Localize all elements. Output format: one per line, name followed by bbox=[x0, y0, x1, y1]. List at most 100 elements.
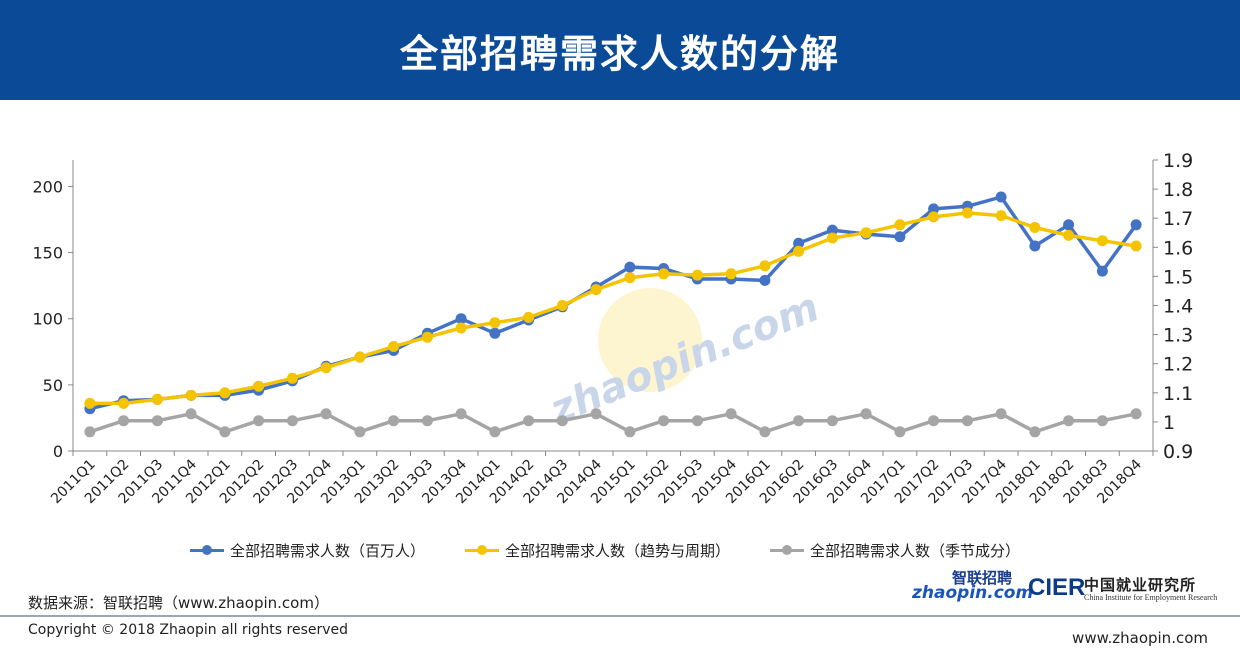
cier-logo-mark: CIER bbox=[1028, 574, 1086, 601]
y-right-tick-label: 1.1 bbox=[1163, 383, 1193, 405]
data-point-total bbox=[624, 261, 636, 273]
data-point-seasonal bbox=[860, 408, 872, 420]
legend-swatch-trend bbox=[465, 544, 500, 556]
data-point-trend bbox=[691, 269, 703, 281]
data-point-seasonal bbox=[219, 426, 231, 438]
data-point-total bbox=[1063, 219, 1075, 231]
data-point-seasonal bbox=[320, 408, 332, 420]
data-point-seasonal bbox=[894, 426, 906, 438]
data-point-trend bbox=[759, 260, 771, 272]
data-point-trend bbox=[320, 362, 332, 374]
zhaopin-logo-cn: 智联招聘 bbox=[952, 569, 1013, 587]
data-point-trend bbox=[860, 227, 872, 239]
data-point-trend bbox=[421, 331, 433, 343]
data-point-seasonal bbox=[590, 408, 602, 420]
data-point-seasonal bbox=[118, 415, 130, 427]
y-left-tick-label: 50 bbox=[43, 376, 63, 395]
data-point-total bbox=[995, 191, 1007, 203]
data-point-trend bbox=[1063, 229, 1075, 241]
data-point-total bbox=[793, 237, 805, 249]
data-point-trend bbox=[354, 351, 366, 363]
y-right-tick-label: 1.7 bbox=[1163, 208, 1193, 230]
data-point-seasonal bbox=[793, 415, 805, 427]
data-point-trend bbox=[1130, 240, 1142, 252]
data-point-seasonal bbox=[1096, 415, 1108, 427]
data-point-seasonal bbox=[388, 415, 400, 427]
data-point-trend bbox=[151, 393, 163, 405]
legend-item-seasonal: 全部招聘需求人数（季节成分） bbox=[770, 540, 1020, 561]
data-point-trend bbox=[658, 268, 670, 280]
y-right-tick-label: 1.3 bbox=[1163, 325, 1193, 347]
data-point-seasonal bbox=[928, 415, 940, 427]
data-point-trend bbox=[928, 211, 940, 223]
data-point-seasonal bbox=[1063, 415, 1075, 427]
data-point-trend bbox=[219, 387, 231, 399]
y-right-tick-label: 1.9 bbox=[1163, 150, 1193, 172]
series-line-total bbox=[89, 195, 1138, 411]
data-point-trend bbox=[489, 317, 501, 329]
data-point-trend bbox=[725, 268, 737, 280]
zhaopin-logo-en: zhaopin.com bbox=[912, 583, 1034, 603]
data-point-seasonal bbox=[1130, 408, 1142, 420]
page-title: 全部招聘需求人数的分解 bbox=[399, 31, 840, 76]
data-point-trend bbox=[388, 341, 400, 352]
data-point-total bbox=[1029, 240, 1041, 252]
data-point-trend bbox=[523, 311, 535, 323]
y-right-tick-label: 1 bbox=[1163, 412, 1175, 434]
y-left-tick-label: 150 bbox=[32, 244, 63, 263]
copyright-text: Copyright © 2018 Zhaopin all rights rese… bbox=[28, 622, 349, 638]
data-point-total bbox=[1096, 265, 1108, 277]
y-left-tick-label: 0 bbox=[53, 442, 63, 461]
data-point-trend bbox=[286, 372, 298, 384]
data-point-seasonal bbox=[691, 415, 703, 427]
data-point-total bbox=[894, 231, 906, 243]
data-point-seasonal bbox=[253, 415, 265, 427]
data-point-total bbox=[826, 224, 838, 236]
cier-logo: CIER 中国就业研究所 China Institute for Employm… bbox=[1028, 572, 1218, 608]
data-point-seasonal bbox=[826, 415, 838, 427]
data-point-trend bbox=[961, 207, 973, 219]
data-point-seasonal bbox=[286, 415, 298, 427]
data-point-trend bbox=[84, 397, 96, 409]
data-point-seasonal bbox=[151, 415, 163, 427]
data-point-trend bbox=[455, 322, 467, 334]
legend-label-trend: 全部招聘需求人数（趋势与周期） bbox=[505, 541, 731, 560]
data-point-seasonal bbox=[421, 415, 433, 427]
y-left-tick-label: 100 bbox=[32, 310, 63, 329]
data-point-trend bbox=[1029, 222, 1041, 233]
data-source-note: 数据来源：智联招聘（www.zhaopin.com） bbox=[28, 594, 329, 612]
legend-swatch-seasonal bbox=[770, 544, 805, 556]
data-point-seasonal bbox=[961, 415, 973, 427]
data-point-total bbox=[455, 313, 467, 325]
y-right-tick-label: 1.2 bbox=[1163, 354, 1193, 376]
data-point-trend bbox=[894, 219, 906, 231]
y-right-tick-label: 1.6 bbox=[1163, 237, 1193, 259]
data-point-seasonal bbox=[556, 415, 568, 427]
chart-legend: 全部招聘需求人数（百万人） 全部招聘需求人数（趋势与周期） 全部招聘需求人数（季… bbox=[190, 538, 1090, 562]
data-point-seasonal bbox=[185, 408, 197, 420]
y-right-tick-label: 1.8 bbox=[1163, 179, 1193, 201]
data-point-seasonal bbox=[84, 426, 96, 438]
legend-label-total: 全部招聘需求人数（百万人） bbox=[230, 541, 426, 560]
data-point-trend bbox=[995, 210, 1007, 222]
line-chart: zhaopin.com 0 50 100 150 200 0.9 1 1.1 1.2 1.3 1.4… bbox=[32, 150, 1193, 507]
y-right-tick-label: 0.9 bbox=[1163, 441, 1193, 463]
legend-swatch-total bbox=[190, 544, 224, 556]
data-point-seasonal bbox=[624, 426, 636, 438]
y-right-tick-label: 1.4 bbox=[1163, 296, 1193, 318]
data-point-seasonal bbox=[523, 415, 535, 427]
header-banner: 全部招聘需求人数的分解 bbox=[0, 0, 1240, 100]
series-line-trend bbox=[89, 211, 1137, 406]
data-point-total bbox=[489, 327, 501, 339]
website-link[interactable]: www.zhaopin.com bbox=[1072, 629, 1208, 647]
legend-item-trend: 全部招聘需求人数（趋势与周期） bbox=[465, 540, 730, 561]
watermark-circle bbox=[598, 288, 702, 392]
series-line-seasonal bbox=[89, 412, 1137, 434]
data-point-seasonal bbox=[354, 426, 366, 438]
data-point-seasonal bbox=[658, 415, 670, 427]
y-right-tick-label: 1.5 bbox=[1163, 266, 1193, 288]
data-point-seasonal bbox=[489, 426, 501, 438]
legend-item-total: 全部招聘需求人数（百万人） bbox=[190, 540, 425, 561]
cier-logo-en: China Institute for Employment Research bbox=[1084, 593, 1218, 602]
data-point-trend bbox=[826, 232, 838, 244]
